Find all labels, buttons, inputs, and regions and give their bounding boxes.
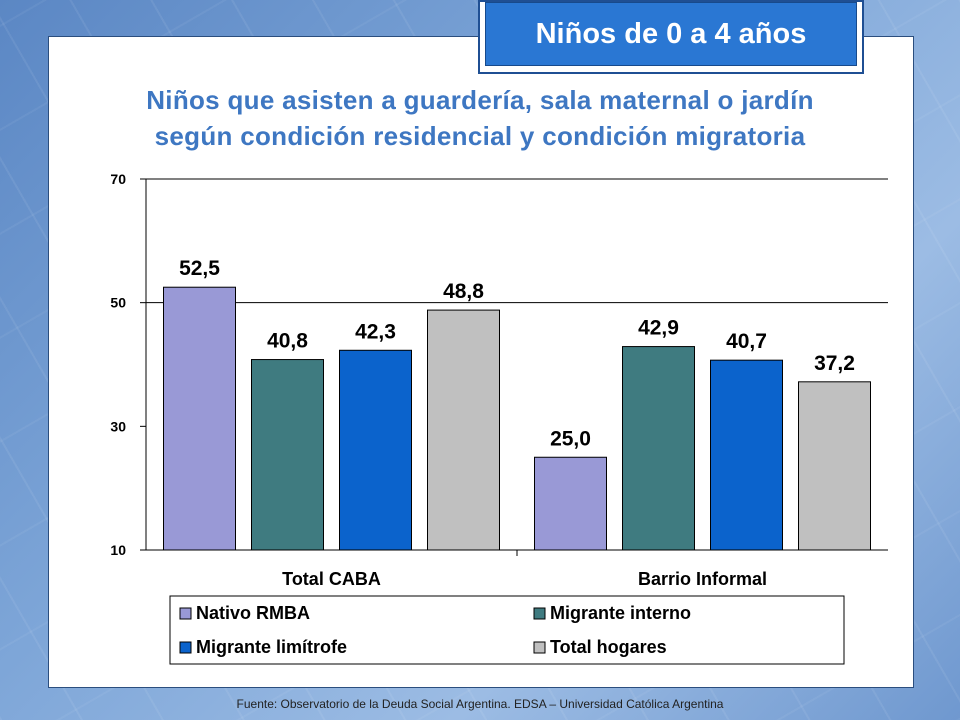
bar-1-1 — [163, 286, 236, 551]
y-tick-label: 10 — [110, 542, 126, 558]
x-tick-label: Total CABA — [282, 569, 381, 589]
legend-label: Nativo RMBA — [196, 603, 310, 623]
data-label: 48,8 — [443, 280, 484, 303]
bar-3-2 — [710, 359, 783, 551]
chart-title-line-1: Niños que asisten a guardería, sala mate… — [146, 85, 814, 115]
bar-2-1 — [251, 359, 324, 551]
legend-label: Migrante interno — [550, 603, 691, 623]
chart-title-line-2: según condición residencial y condición … — [154, 121, 806, 151]
bar-2-2 — [622, 346, 695, 551]
source-note: Fuente: Observatorio de la Deuda Social … — [236, 697, 724, 711]
y-tick-label: 70 — [110, 171, 126, 187]
data-label: 37,2 — [814, 352, 855, 375]
legend-label: Total hogares — [550, 637, 667, 657]
bar-1-2 — [534, 456, 607, 551]
legend-swatch-3 — [179, 641, 192, 654]
legend-label: Migrante limítrofe — [196, 637, 347, 657]
chart-title: Niños que asisten a guardería, sala mate… — [48, 82, 912, 154]
legend-swatch-4 — [533, 641, 546, 654]
legend-swatch-1 — [179, 607, 192, 620]
data-label: 52,5 — [179, 257, 220, 280]
age-group-badge-text: Niños de 0 a 4 años — [485, 2, 857, 66]
legend-swatch-2 — [533, 607, 546, 620]
legend-box — [169, 595, 845, 665]
data-label: 42,9 — [638, 317, 679, 340]
age-group-badge: Niños de 0 a 4 años — [478, 0, 864, 74]
bar-3-1 — [339, 349, 412, 551]
bar-4-1 — [427, 309, 500, 551]
x-tick-label: Barrio Informal — [638, 569, 767, 589]
data-label: 42,3 — [355, 320, 396, 343]
data-label: 40,8 — [267, 330, 308, 353]
y-tick-label: 50 — [110, 295, 126, 311]
data-label: 25,0 — [550, 427, 591, 450]
y-tick-label: 30 — [110, 418, 126, 434]
bar-chart: 10 30 50 70 Total CABA 52,5 40,8 42,3 48,8 Barrio… — [110, 171, 888, 665]
bar-4-2 — [798, 381, 871, 551]
data-label: 40,7 — [726, 330, 767, 353]
